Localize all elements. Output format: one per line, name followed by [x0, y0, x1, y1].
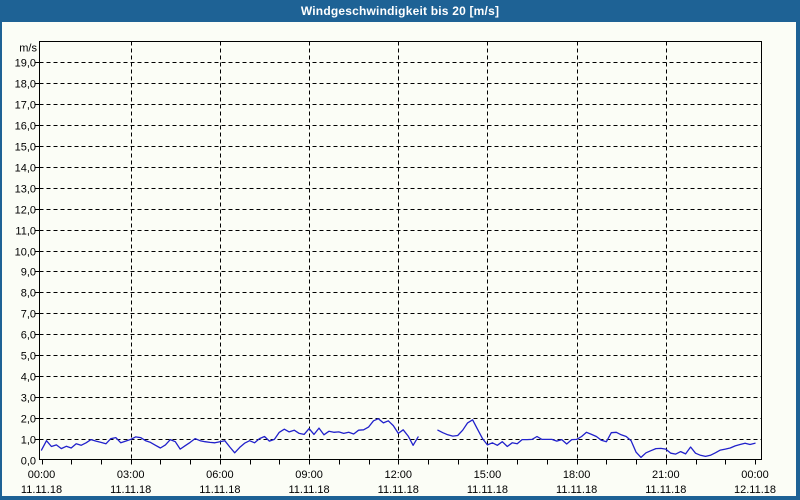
y-axis-label: 2,0 [21, 414, 36, 426]
x-axis-time-label: 06:00 [206, 469, 234, 481]
y-axis-label: 13,0 [15, 184, 36, 196]
x-axis-time-label: 03:00 [117, 469, 145, 481]
y-axis-label: 15,0 [15, 142, 36, 154]
x-axis-time-label: 21:00 [652, 469, 680, 481]
x-axis-date-label: 11.11.18 [645, 484, 686, 496]
y-axis-label: 17,0 [15, 100, 36, 112]
x-axis-date-label: 12.11.18 [734, 484, 776, 496]
y-axis-label: 0,0 [21, 456, 36, 468]
wind-speed-line [40, 418, 756, 459]
x-axis-date-label: 11.11.18 [556, 484, 597, 496]
chart-title: Windgeschwindigkeit bis 20 [m/s] [300, 4, 500, 18]
y-axis-unit-label: m/s [19, 43, 37, 55]
x-axis-time-label: 12:00 [384, 469, 412, 481]
y-axis-label: 10,0 [15, 247, 36, 259]
x-axis-time-label: 15:00 [474, 469, 502, 481]
y-axis-label: 19,0 [15, 58, 36, 70]
plot-frame [39, 41, 762, 460]
x-axis-time-label: 00:00 [741, 469, 769, 481]
y-axis-label: 8,0 [21, 288, 36, 300]
chart-title-bar: Windgeschwindigkeit bis 20 [m/s] [0, 0, 800, 22]
y-axis-label: 16,0 [15, 121, 36, 133]
x-axis-date-label: 11.11.18 [288, 484, 329, 496]
y-axis-label: 6,0 [21, 330, 36, 342]
x-axis-time-label: 09:00 [295, 469, 323, 481]
x-axis-time-label: 00:00 [28, 469, 56, 481]
y-axis-label: 4,0 [21, 372, 36, 384]
y-axis-label: 18,0 [15, 79, 36, 91]
y-axis-label: 11,0 [15, 226, 36, 238]
y-axis-label: 12,0 [15, 205, 36, 217]
x-axis-date-label: 11.11.18 [110, 484, 151, 496]
y-axis-label: 7,0 [21, 309, 36, 321]
x-axis-time-label: 18:00 [563, 469, 591, 481]
y-axis-label: 3,0 [21, 393, 36, 405]
x-axis-date-label: 11.11.18 [467, 484, 508, 496]
x-axis-date-label: 11.11.18 [199, 484, 240, 496]
x-axis-date-label: 11.11.18 [378, 484, 419, 496]
y-axis-label: 14,0 [15, 163, 36, 175]
y-axis-label: 5,0 [21, 351, 36, 363]
y-axis-label: 9,0 [21, 267, 36, 279]
x-axis-date-label: 11.11.18 [21, 484, 62, 496]
y-axis-label: 1,0 [21, 435, 36, 447]
